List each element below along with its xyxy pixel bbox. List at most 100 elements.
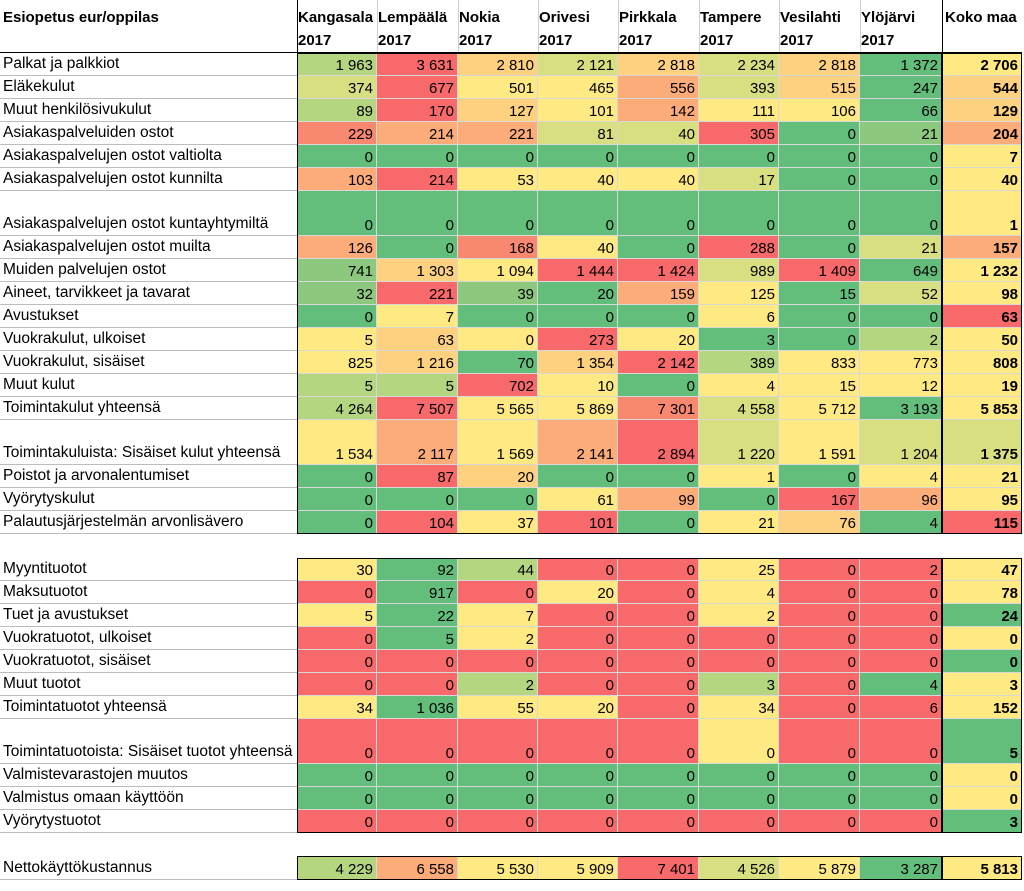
value-cell[interactable]: 1 220 xyxy=(699,420,779,465)
value-cell[interactable]: 221 xyxy=(458,122,538,145)
value-cell[interactable]: 0 xyxy=(377,145,458,168)
total-cell[interactable]: 78 xyxy=(942,581,1022,604)
value-cell[interactable]: 5 530 xyxy=(458,856,538,880)
value-cell[interactable]: 0 xyxy=(699,810,779,833)
value-cell[interactable]: 0 xyxy=(458,810,538,833)
value-cell[interactable]: 0 xyxy=(618,604,699,627)
value-cell[interactable]: 7 401 xyxy=(618,856,699,880)
value-cell[interactable]: 0 xyxy=(618,810,699,833)
value-cell[interactable]: 0 xyxy=(377,236,458,259)
value-cell[interactable]: 0 xyxy=(779,673,860,696)
total-cell[interactable]: 0 xyxy=(942,650,1022,673)
value-cell[interactable]: 0 xyxy=(618,191,699,236)
value-cell[interactable]: 389 xyxy=(699,351,779,374)
value-cell[interactable]: 5 xyxy=(297,604,377,627)
value-cell[interactable]: 52 xyxy=(860,282,942,305)
value-cell[interactable]: 0 xyxy=(618,673,699,696)
value-cell[interactable]: 0 xyxy=(860,604,942,627)
value-cell[interactable]: 0 xyxy=(377,719,458,764)
value-cell[interactable]: 0 xyxy=(860,145,942,168)
value-cell[interactable]: 1 204 xyxy=(860,420,942,465)
value-cell[interactable]: 2 121 xyxy=(538,53,618,76)
value-cell[interactable]: 515 xyxy=(779,76,860,99)
value-cell[interactable]: 2 141 xyxy=(538,420,618,465)
value-cell[interactable]: 374 xyxy=(297,76,377,99)
value-cell[interactable]: 0 xyxy=(618,581,699,604)
value-cell[interactable]: 2 142 xyxy=(618,351,699,374)
value-cell[interactable]: 3 193 xyxy=(860,397,942,420)
value-cell[interactable]: 0 xyxy=(297,787,377,810)
value-cell[interactable]: 4 229 xyxy=(297,856,377,880)
column-header-lempäälä[interactable]: Lempäälä 2017 xyxy=(377,0,458,52)
value-cell[interactable]: 96 xyxy=(860,488,942,511)
value-cell[interactable]: 0 xyxy=(297,764,377,787)
value-cell[interactable]: 0 xyxy=(458,764,538,787)
total-cell[interactable]: 2 706 xyxy=(942,53,1022,76)
value-cell[interactable]: 5 879 xyxy=(779,856,860,880)
value-cell[interactable]: 702 xyxy=(458,374,538,397)
value-cell[interactable]: 0 xyxy=(458,787,538,810)
value-cell[interactable]: 741 xyxy=(297,259,377,282)
value-cell[interactable]: 89 xyxy=(297,99,377,122)
value-cell[interactable]: 87 xyxy=(377,465,458,488)
value-cell[interactable]: 0 xyxy=(458,191,538,236)
value-cell[interactable]: 111 xyxy=(699,99,779,122)
value-cell[interactable]: 5 565 xyxy=(458,397,538,420)
value-cell[interactable]: 6 xyxy=(699,305,779,328)
value-cell[interactable]: 1 xyxy=(699,465,779,488)
value-cell[interactable]: 126 xyxy=(297,236,377,259)
value-cell[interactable]: 5 xyxy=(297,328,377,351)
value-cell[interactable]: 0 xyxy=(779,627,860,650)
value-cell[interactable]: 21 xyxy=(860,122,942,145)
value-cell[interactable]: 40 xyxy=(538,168,618,191)
value-cell[interactable]: 7 xyxy=(458,604,538,627)
value-cell[interactable]: 10 xyxy=(538,374,618,397)
column-header-tampere[interactable]: Tampere 2017 xyxy=(699,0,779,52)
value-cell[interactable]: 15 xyxy=(779,374,860,397)
value-cell[interactable]: 15 xyxy=(779,282,860,305)
value-cell[interactable]: 4 xyxy=(860,511,942,534)
total-cell[interactable]: 0 xyxy=(942,764,1022,787)
value-cell[interactable]: 92 xyxy=(377,558,458,581)
total-cell[interactable]: 95 xyxy=(942,488,1022,511)
value-cell[interactable]: 0 xyxy=(779,305,860,328)
value-cell[interactable]: 0 xyxy=(699,787,779,810)
value-cell[interactable]: 5 xyxy=(297,374,377,397)
value-cell[interactable]: 0 xyxy=(458,581,538,604)
value-cell[interactable]: 0 xyxy=(779,168,860,191)
total-cell[interactable]: 544 xyxy=(942,76,1022,99)
value-cell[interactable]: 305 xyxy=(699,122,779,145)
column-header-koko-maa[interactable]: Koko maa xyxy=(942,0,1022,52)
value-cell[interactable]: 5 712 xyxy=(779,397,860,420)
total-cell[interactable]: 63 xyxy=(942,305,1022,328)
column-header-pirkkala[interactable]: Pirkkala 2017 xyxy=(618,0,699,52)
value-cell[interactable]: 0 xyxy=(860,650,942,673)
value-cell[interactable]: 17 xyxy=(699,168,779,191)
value-cell[interactable]: 6 558 xyxy=(377,856,458,880)
value-cell[interactable]: 0 xyxy=(618,558,699,581)
value-cell[interactable]: 32 xyxy=(297,282,377,305)
value-cell[interactable]: 61 xyxy=(538,488,618,511)
value-cell[interactable]: 0 xyxy=(779,191,860,236)
value-cell[interactable]: 5 869 xyxy=(538,397,618,420)
value-cell[interactable]: 20 xyxy=(458,465,538,488)
value-cell[interactable]: 5 909 xyxy=(538,856,618,880)
value-cell[interactable]: 40 xyxy=(618,168,699,191)
value-cell[interactable]: 0 xyxy=(699,627,779,650)
value-cell[interactable]: 76 xyxy=(779,511,860,534)
value-cell[interactable]: 5 xyxy=(377,374,458,397)
total-cell[interactable]: 1 375 xyxy=(942,420,1022,465)
value-cell[interactable]: 0 xyxy=(699,145,779,168)
value-cell[interactable]: 22 xyxy=(377,604,458,627)
value-cell[interactable]: 4 526 xyxy=(699,856,779,880)
value-cell[interactable]: 649 xyxy=(860,259,942,282)
value-cell[interactable]: 0 xyxy=(699,719,779,764)
value-cell[interactable]: 0 xyxy=(779,122,860,145)
value-cell[interactable]: 501 xyxy=(458,76,538,99)
value-cell[interactable]: 66 xyxy=(860,99,942,122)
total-cell[interactable]: 0 xyxy=(942,787,1022,810)
value-cell[interactable]: 2 818 xyxy=(779,53,860,76)
value-cell[interactable]: 0 xyxy=(297,581,377,604)
value-cell[interactable]: 4 xyxy=(699,581,779,604)
value-cell[interactable]: 0 xyxy=(297,305,377,328)
